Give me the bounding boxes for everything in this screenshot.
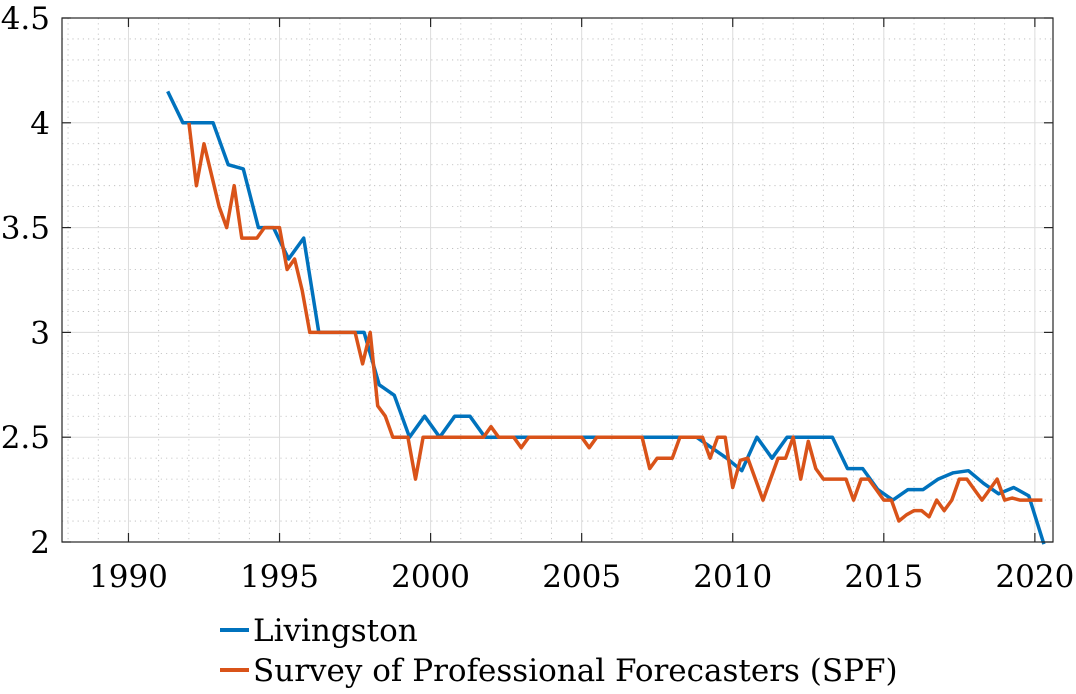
legend-label-spf: Survey of Professional Forecasters (SPF) <box>253 653 898 689</box>
y-tick-labels: 2 2.5 3 3.5 4 4.5 <box>1 1 50 561</box>
axes-box <box>61 17 1054 543</box>
minor-grid <box>62 18 1053 542</box>
major-grid <box>62 17 1053 543</box>
y-tick-label: 2 <box>30 525 50 561</box>
x-tick-label: 2000 <box>391 559 470 595</box>
y-tick-label: 2.5 <box>1 420 50 456</box>
y-tick-label: 4.5 <box>1 1 50 37</box>
series-line-0 <box>166 90 1046 545</box>
x-tick-label: 1990 <box>89 559 168 595</box>
series-line-1 <box>187 122 1043 523</box>
legend-label-livingston: Livingston <box>253 613 418 649</box>
x-tick-label: 2010 <box>693 559 772 595</box>
x-tick-labels: 1990 1995 2000 2005 2010 2015 2020 <box>89 559 1074 595</box>
x-tick-label: 2020 <box>995 559 1074 595</box>
y-tick-label: 4 <box>30 106 50 142</box>
y-tick-label: 3.5 <box>1 211 50 247</box>
tick-marks <box>62 17 1053 543</box>
x-tick-label: 1995 <box>240 559 319 595</box>
series-layer <box>166 90 1046 545</box>
x-tick-label: 2015 <box>844 559 923 595</box>
legend: Livingston Survey of Professional Foreca… <box>220 613 898 689</box>
x-tick-label: 2005 <box>542 559 621 595</box>
y-tick-label: 3 <box>30 315 50 351</box>
